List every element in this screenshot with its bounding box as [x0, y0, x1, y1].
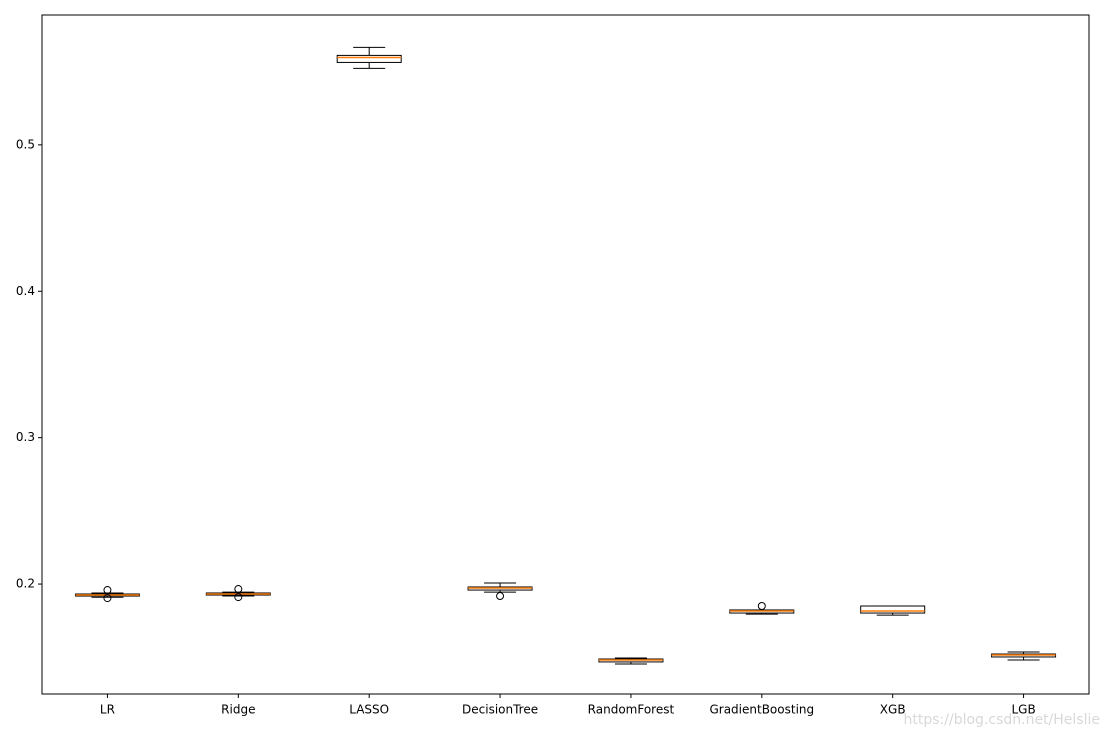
flier [103, 586, 112, 595]
x-tick-label: Ridge [221, 703, 255, 717]
flier [496, 592, 505, 601]
plot-frame [41, 14, 1090, 695]
flier [103, 594, 112, 603]
x-tick-label: LASSO [349, 703, 389, 717]
y-tick-label: 0.2 [16, 577, 35, 591]
y-tick-label: 0.5 [16, 137, 35, 151]
watermark: https://blog.csdn.net/Helslie [904, 712, 1100, 728]
flier [234, 593, 243, 602]
x-tick-label: LR [100, 703, 115, 717]
box [860, 605, 926, 614]
flier [757, 602, 766, 611]
x-tick-label: DecisionTree [462, 703, 538, 717]
box [336, 54, 402, 63]
x-tick-label: LGB [1011, 703, 1035, 717]
x-tick-label: XGB [880, 703, 906, 717]
x-tick-label: RandomForest [588, 703, 675, 717]
y-tick-label: 0.3 [16, 430, 35, 444]
y-tick-label: 0.4 [16, 284, 35, 298]
flier [234, 585, 243, 594]
x-tick-label: GradientBoosting [709, 703, 814, 717]
